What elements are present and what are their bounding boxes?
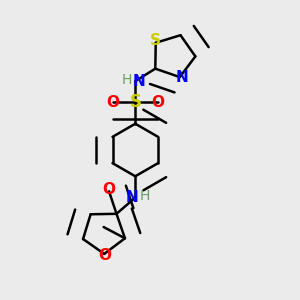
- Text: H: H: [122, 73, 132, 87]
- Text: N: N: [132, 74, 145, 89]
- Text: S: S: [129, 93, 141, 111]
- Text: N: N: [125, 190, 138, 205]
- Text: H: H: [140, 189, 150, 203]
- Text: O: O: [106, 95, 119, 110]
- Text: O: O: [103, 182, 116, 197]
- Text: O: O: [151, 95, 164, 110]
- Text: N: N: [175, 70, 188, 85]
- Text: O: O: [98, 248, 111, 263]
- Text: S: S: [150, 33, 161, 48]
